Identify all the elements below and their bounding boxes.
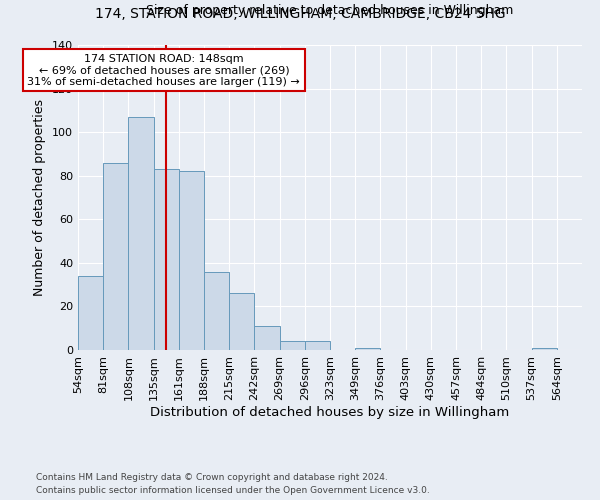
X-axis label: Distribution of detached houses by size in Willingham: Distribution of detached houses by size …	[151, 406, 509, 418]
Bar	[229, 294, 254, 350]
Bar	[154, 169, 179, 350]
Bar	[179, 172, 204, 350]
Bar	[254, 326, 280, 350]
Text: Contains HM Land Registry data © Crown copyright and database right 2024.
Contai: Contains HM Land Registry data © Crown c…	[36, 474, 430, 495]
Bar	[280, 342, 305, 350]
Bar	[128, 117, 154, 350]
Y-axis label: Number of detached properties: Number of detached properties	[34, 99, 46, 296]
Title: Size of property relative to detached houses in Willingham: Size of property relative to detached ho…	[146, 4, 514, 18]
Bar	[305, 342, 330, 350]
Text: 174 STATION ROAD: 148sqm
← 69% of detached houses are smaller (269)
31% of semi-: 174 STATION ROAD: 148sqm ← 69% of detach…	[28, 54, 300, 87]
Bar	[204, 272, 229, 350]
Text: 174, STATION ROAD, WILLINGHAM, CAMBRIDGE, CB24 5HG: 174, STATION ROAD, WILLINGHAM, CAMBRIDGE…	[95, 8, 505, 22]
Bar	[355, 348, 380, 350]
Bar	[78, 276, 103, 350]
Bar	[532, 348, 557, 350]
Bar	[103, 162, 128, 350]
